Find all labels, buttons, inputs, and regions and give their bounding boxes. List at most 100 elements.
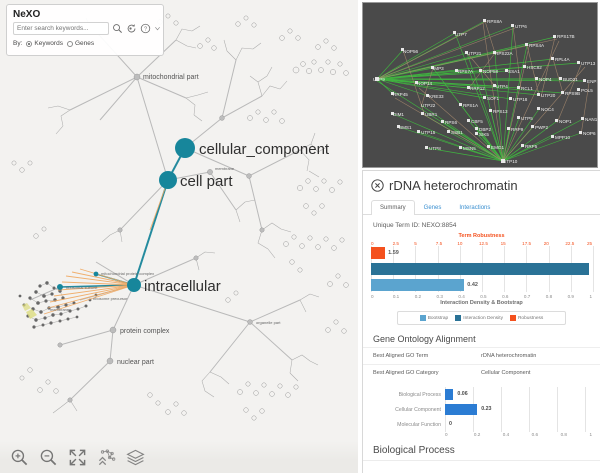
layers-icon[interactable] [126,448,145,467]
gene-label[interactable]: RPS22A [495,51,514,56]
tree-label-organelle-part: organelle part [256,320,281,325]
gene-label[interactable]: RPS7A [458,69,474,74]
tab-interactions[interactable]: Interactions [459,205,491,211]
close-circle-icon[interactable] [371,179,384,192]
gene-label[interactable]: UTP6 [515,24,527,29]
gene-label[interactable]: DIM1 [393,112,404,117]
gridline [529,387,530,432]
app-title: NeXO [13,9,41,20]
gene-label[interactable]: UTP20 [541,93,556,98]
tree-node-cell-part[interactable] [159,171,177,189]
axis-tick: 25 [586,241,593,246]
radio-keywords[interactable]: Keywords [26,40,63,47]
gene-label[interactable]: HSC82 [527,65,542,70]
gene-label[interactable]: UTP9 [373,77,385,82]
detail-tabs[interactable]: Summary Genes Interactions [363,196,600,215]
radio-genes-label: Genes [74,40,95,47]
tree-toolbar[interactable] [0,441,358,473]
tree-node-intracellular[interactable] [127,278,141,292]
gene-label[interactable]: MSN5 [463,146,476,151]
gene-label[interactable]: RPS6 [445,120,457,125]
gene-label[interactable]: SSB1 [451,130,463,135]
gene-label[interactable]: RPS17B [557,34,575,39]
gene-label[interactable]: UTP21 [467,51,482,56]
gene-label[interactable]: RPS13 [493,109,508,114]
chevron-down-icon[interactable] [154,25,161,32]
gene-label[interactable]: UBR1 [425,112,438,117]
gene-label[interactable]: PWP2 [535,125,548,130]
gene-label[interactable]: BMS1 [399,125,412,130]
tab-summary[interactable]: Summary [371,200,415,215]
hbar-value-molecular-function: 0 [449,421,452,427]
gene-label[interactable]: RRP12 [470,86,485,91]
gene-label[interactable]: NOP56 [403,49,419,54]
gene-label[interactable]: POL5 [581,88,593,93]
gene-label[interactable]: UTP8 [429,146,441,151]
gene-interaction-network-panel[interactable]: UTP9 NOP56 UTP7 RPS8A UTP6 UTP21 RPS22A RPS4A RP… [362,2,598,168]
gene-label[interactable]: ENP1 [587,79,598,84]
ontology-tree-panel[interactable]: cellular_component cell part intracellul… [0,0,358,473]
gene-label[interactable]: UTP18 [513,97,528,102]
gene-label[interactable]: SSA1 [508,69,520,74]
radio-keywords-label: Keywords [34,40,63,47]
help-icon[interactable]: ? [140,23,151,34]
gene-label[interactable]: RPS8A [487,19,503,24]
gene-label[interactable]: KRE33 [429,94,444,99]
search-panel[interactable]: NeXO ? [6,4,164,56]
fit-screen-icon[interactable] [68,448,87,467]
gene-label[interactable]: NOP6 [583,131,596,136]
robustness-xlabel: Interaction Density & Bootstrap [440,300,523,306]
search-icon[interactable] [112,23,123,34]
gridline [557,387,558,432]
tree-node-cellular-component[interactable] [175,138,195,158]
axis-tick: 5 [414,241,417,246]
hbar-label-biological-process: Biological Process [398,391,441,398]
gene-label[interactable]: NOP14 [417,81,433,86]
gene-label[interactable]: DBP2 [479,127,491,132]
gene-label[interactable]: SOF1 [487,96,499,101]
ontology-tree-svg[interactable]: cellular_component cell part intracellul… [0,0,358,473]
go-chart-axis: 0 0.2 0.4 0.6 0.8 1 [371,432,592,437]
search-input[interactable] [13,22,109,35]
zoom-in-icon[interactable] [10,448,29,467]
gene-label[interactable]: UTP15 [421,130,436,135]
axis-tick: 2.5 [392,241,399,246]
gene-label[interactable]: NOC4 [541,107,554,112]
gene-label[interactable]: CBF5 [471,119,483,124]
zoom-out-icon[interactable] [39,448,58,467]
gene-label[interactable]: RPS4A [529,43,545,48]
gene-network-svg[interactable]: UTP9 NOP56 UTP7 RPS8A UTP6 UTP21 RPS22A RPS4A RP… [363,3,598,168]
gene-label[interactable]: MPP10 [555,135,571,140]
gene-label[interactable]: RRP9 [511,127,524,132]
gene-label[interactable]: UTP22 [421,103,436,108]
axis-tick: 0.3 [436,294,443,299]
collapse-network-icon[interactable] [97,448,116,467]
gene-label[interactable]: RPS1A [463,103,479,108]
term-detail-panel[interactable]: rDNA heterochromatin Summary Genes Inter… [362,170,600,473]
axis-tick: 0.2 [473,432,481,437]
gene-label[interactable]: BUD21 [563,77,578,82]
gene-label[interactable]: RPS9B [565,91,580,96]
gene-label[interactable]: NOP58 [483,69,499,74]
gene-label[interactable]: UTP13 [581,61,596,66]
gene-label[interactable]: RPL4A [555,57,570,62]
gene-label[interactable]: NAN1 [585,117,598,122]
gene-label[interactable]: UTP5 [521,116,533,121]
gene-label[interactable]: UTP7 [455,32,467,37]
gene-label[interactable]: UTP10 [503,159,518,164]
gene-label[interactable]: RCL1 [521,86,533,91]
tree-label-cellular-component: cellular_component [199,141,330,158]
reset-icon[interactable] [126,23,137,34]
gene-label[interactable]: UTP4 [496,84,508,89]
gene-label[interactable]: RRP5 [525,144,538,149]
gridline [501,387,502,432]
tab-genes[interactable]: Genes [423,205,442,211]
radio-genes[interactable]: Genes [66,40,95,47]
gene-label[interactable]: NOP4 [539,77,552,82]
gene-label[interactable]: SIK5 [479,132,489,137]
gene-label[interactable]: RRP45 [393,92,408,97]
gene-label[interactable]: EMG1 [491,145,504,150]
gene-label[interactable]: NOP1 [559,119,572,124]
gene-label[interactable]: IMP3 [433,66,444,71]
